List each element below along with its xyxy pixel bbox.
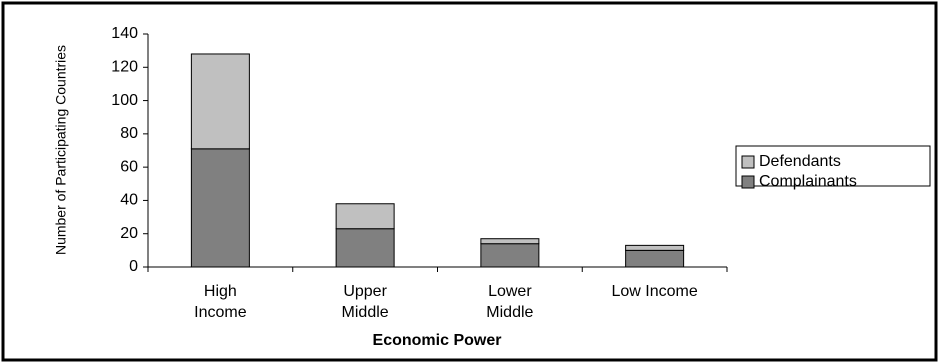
x-tick-label: Upper Middle bbox=[342, 283, 389, 321]
bar-segment bbox=[625, 249, 685, 268]
legend-box bbox=[735, 145, 931, 187]
y-tick-label: 80 bbox=[120, 125, 138, 142]
x-axis-title: Economic Power bbox=[373, 332, 502, 349]
bar-segment bbox=[480, 243, 540, 268]
y-axis-title: Number of Participating Countries bbox=[53, 45, 69, 255]
y-tick-label: 20 bbox=[120, 225, 138, 242]
legend-label: Complainants bbox=[759, 173, 857, 190]
bar-segment bbox=[480, 238, 540, 245]
bar-segment bbox=[625, 244, 685, 251]
bar-segment bbox=[335, 228, 395, 268]
bar-segment bbox=[190, 53, 250, 150]
bar-segment bbox=[335, 203, 395, 230]
x-tick-label: Lower Middle bbox=[486, 283, 533, 321]
x-tick-label: High Income bbox=[194, 283, 247, 321]
legend-label: Defendants bbox=[759, 153, 841, 170]
y-tick-label: 0 bbox=[129, 258, 138, 275]
y-tick-label: 120 bbox=[111, 59, 138, 76]
legend-swatch bbox=[741, 175, 755, 189]
x-tick-label: Low Income bbox=[611, 283, 697, 300]
y-tick-label: 40 bbox=[120, 192, 138, 209]
y-tick-label: 60 bbox=[120, 158, 138, 175]
y-tick-label: 100 bbox=[111, 92, 138, 109]
y-tick-label: 140 bbox=[111, 25, 138, 42]
bar-segment bbox=[190, 148, 250, 268]
legend-swatch bbox=[741, 155, 755, 169]
